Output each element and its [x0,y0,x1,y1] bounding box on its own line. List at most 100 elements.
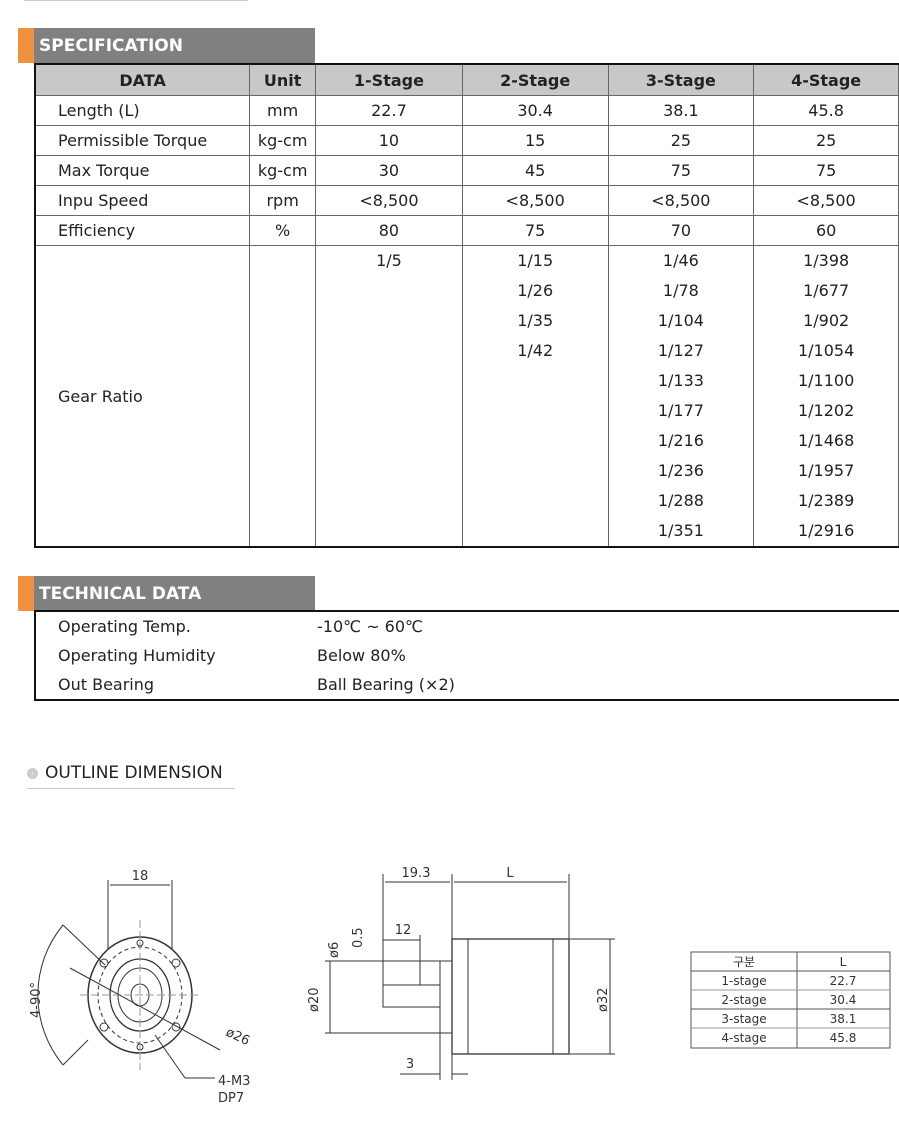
unit-cell: rpm [249,185,317,216]
technical-data-header: TECHNICAL DATA [18,576,315,611]
value-cell: 15 [461,125,609,156]
table-row: Operating Temp. -10℃ ~ 60℃ [35,611,899,641]
table-row: Max Torque kg-cm 30 45 75 75 [34,155,899,186]
gear-ratio-value: 1/1468 [797,431,855,450]
table-row: Operating Humidity Below 80% [35,641,899,670]
table-row: Out Bearing Ball Bearing (×2) [35,670,899,700]
table-row: Length (L) mm 22.7 30.4 38.1 45.8 [34,95,899,126]
section-title: OUTLINE DIMENSION [45,763,223,783]
gear-ratio-value: 1/1100 [797,371,855,390]
value-cell: 70 [607,215,755,246]
value-cell: <8,500 [461,185,609,216]
dim-angle: 4-90° [29,982,44,1018]
gear-ratio-value: 1/216 [657,431,704,450]
row-label: Permissible Torque [34,125,251,156]
dim-holes: 4-M3 [218,1074,250,1089]
table-header-row: DATA Unit 1-Stage 2-Stage 3-Stage 4-Stag… [34,63,899,96]
row-label: Gear Ratio [34,245,251,548]
gear-ratio-value: 1/677 [803,281,850,300]
length-table-cell: 1-stage [721,974,766,988]
gear-ratio-value: 1/1957 [797,461,855,480]
unit-cell: mm [249,95,317,126]
row-label: Efficiency [34,215,251,246]
gear-ratio-value: 1/177 [657,401,704,420]
accent-bar [18,576,34,611]
length-table-header: L [840,955,847,969]
chevron-right-icon: › [27,767,38,779]
section-title: SPECIFICATION [34,28,315,63]
table-row: Efficiency% 80 75 70 60 [34,215,899,246]
table-row: Inpu Speed rpm <8,500 <8,500 <8,500 <8,500 [34,185,899,216]
table-row-gear-ratio: Gear Ratio 1/5 1/15 1/26 1/35 1/42 1/46 1/78… [34,245,899,548]
column-header: 2-Stage [461,63,609,96]
value-cell: 30.4 [461,95,609,126]
dim-body-diameter: ø32 [596,988,611,1013]
dim-shaft-length: 19.3 [402,866,431,881]
unit-cell [249,245,317,548]
gear-ratio-value: 1/2916 [797,521,855,540]
length-table-cell: 2-stage [721,993,766,1007]
value-cell: 25 [607,125,755,156]
gear-ratio-value: 1/351 [657,521,704,540]
value-cell: 80 [315,215,463,246]
gear-ratio-value: 1/398 [803,251,850,270]
column-header: 1-Stage [315,63,463,96]
gear-ratio-value: 1/35 [517,311,554,330]
gear-ratio-value: 1/288 [657,491,704,510]
specification-header: SPECIFICATION [18,28,315,63]
gear-ratio-value: 1/26 [517,281,554,300]
column-header: 4-Stage [753,63,899,96]
gear-ratio-stage2: 1/15 1/26 1/35 1/42 [461,245,609,548]
gear-ratio-value: 1/127 [657,341,704,360]
outline-dimension-heading: › OUTLINE DIMENSION [27,758,235,789]
gear-ratio-value: 1/104 [657,311,704,330]
dim-diameter: ø26 [223,1025,252,1049]
length-table-cell: 3-stage [721,1012,766,1026]
gear-ratio-value: 1/1054 [797,341,855,360]
unit-cell: kg-cm [249,125,317,156]
value-cell: 75 [753,155,899,186]
row-label: Operating Temp. [58,617,191,636]
table-row: Permissible Torque kg-cm 10 15 25 25 [34,125,899,156]
length-table-cell: 22.7 [830,974,857,988]
value-cell: 75 [461,215,609,246]
section-title: TECHNICAL DATA [34,576,315,611]
value-cell: Below 80% [317,646,406,665]
dim-width: 18 [132,869,149,884]
value-cell: 75 [607,155,755,186]
dim-pilot-diameter: ø20 [307,988,322,1013]
dim-shaft-diameter: ø6 [327,942,342,958]
value-cell: 10 [315,125,463,156]
column-header: Unit [249,63,317,96]
dim-length: L [506,866,514,881]
side-view: 19.3 L 12 0.5 ø6 ø20 ø32 3 [307,866,615,1080]
outline-drawing: 18 4-90° ø26 4-M3 DP7 19.3 L 12 0.5 ø6 ø… [29,866,891,1106]
length-table: 구분 L 1-stage 22.7 2-stage 30.4 3-stage 3… [690,951,891,1049]
dim-pilot-length: 3 [406,1057,414,1072]
length-table-cell: 38.1 [830,1012,857,1026]
gear-ratio-value: 1/133 [657,371,704,390]
row-label: Max Torque [34,155,251,186]
value-cell: <8,500 [607,185,755,216]
gear-ratio-value: 1/78 [662,281,699,300]
top-divider [24,0,248,1]
gear-ratio-value: 1/42 [517,341,554,360]
accent-bar [18,28,34,63]
value-cell: -10℃ ~ 60℃ [317,617,424,636]
length-table-header: 구분 [733,955,755,969]
unit-cell: kg-cm [249,155,317,186]
column-header: DATA [34,63,251,96]
value-cell: 38.1 [607,95,755,126]
gear-ratio-value: 1/236 [657,461,704,480]
gear-ratio-value: 1/5 [376,251,402,270]
length-table-cell: 45.8 [830,1031,857,1045]
value-cell: 22.7 [315,95,463,126]
row-label: Operating Humidity [58,646,216,665]
technical-data-table: Operating Temp. -10℃ ~ 60℃ Operating Humid… [34,610,899,701]
value-cell: 25 [753,125,899,156]
gear-ratio-value: 1/902 [803,311,850,330]
unit-cell: % [249,215,317,246]
value-cell: 45.8 [753,95,899,126]
length-table-cell: 4-stage [721,1031,766,1045]
row-label: Length (L) [34,95,251,126]
